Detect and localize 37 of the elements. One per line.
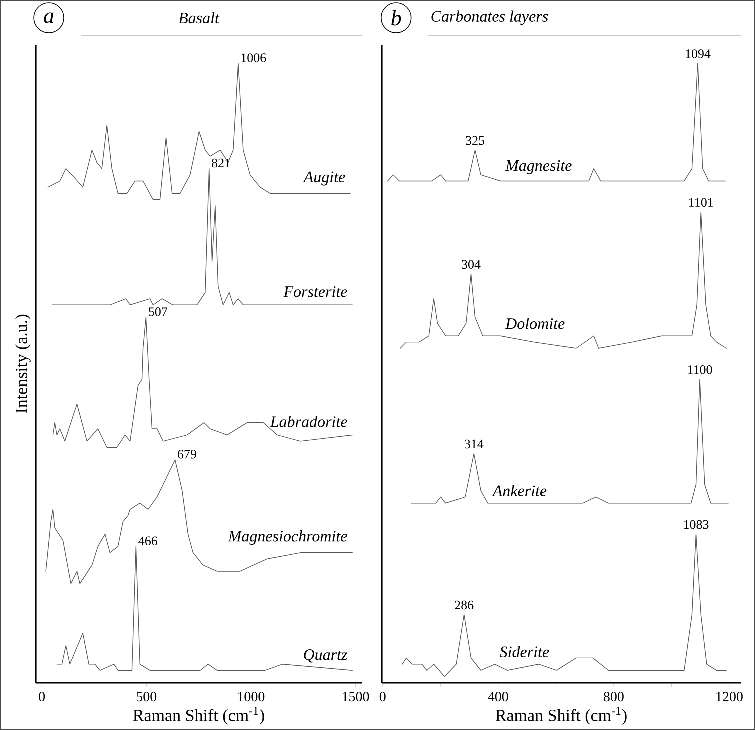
annotation: 304 [462,260,481,269]
series-label: Forsterite [284,286,348,298]
text: a [44,12,54,24]
text: b [392,10,402,26]
x-tick-label: 1000 [238,692,265,702]
x-tick-label: 500 [136,692,157,702]
series-label: Magnesiochromite [228,530,348,546]
annotation: 1083 [684,520,709,530]
y-axis-title: Intensity (a.u.) [15,314,31,414]
annotation: 1006 [242,54,266,62]
annotation: 507 [149,308,168,316]
chart-title: Basalt [178,12,220,24]
x-axis-title: Raman Shift (cm$^{-1}$) [496,707,627,725]
annotation: 1094 [686,50,711,58]
x-axis-title: Raman Shift (cm$^{-1}$) [133,707,264,725]
annotation: 1101 [690,198,714,208]
series-label: Siderite [500,646,550,658]
x-tick-label: 800 [604,692,624,702]
series-label: Ankerite [492,485,547,496]
x-tick-label: 400 [488,692,508,702]
series-label: Augite [302,172,346,186]
chart-title: Carbonates layers [432,10,548,26]
annotation: 314 [465,440,484,449]
series-label: Dolomite [505,318,565,330]
x-tick-label: 1500 [342,692,370,702]
series-label: Magnesite [505,160,572,174]
x-tick-label: 0 [39,692,46,702]
annotation: 286 [455,600,474,610]
annotation: 821 [212,158,230,168]
annotation: 679 [178,450,196,459]
annotation: 1100 [688,366,712,374]
series-label: Quartz [304,650,348,663]
annotation: 466 [138,536,158,546]
x-tick-label: 0 [380,692,386,702]
series-label: Labradorite [270,416,348,428]
x-tick-label: 1200 [716,692,743,702]
annotation: 325 [466,136,485,146]
